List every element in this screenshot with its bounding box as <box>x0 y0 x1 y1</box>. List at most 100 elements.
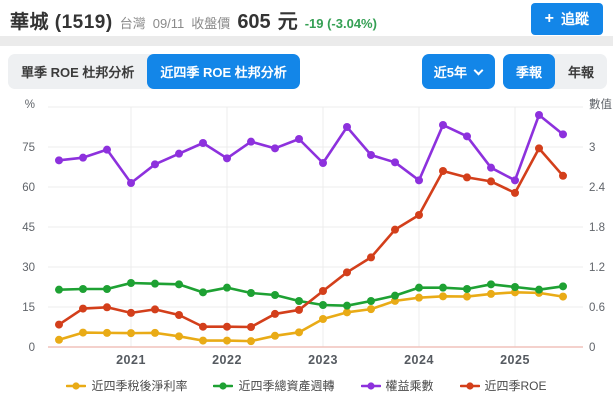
data-point-asset-turnover[interactable] <box>79 285 87 293</box>
data-point-net-margin[interactable] <box>319 315 327 323</box>
data-point-net-margin[interactable] <box>151 328 159 337</box>
data-point-equity-multiplier[interactable] <box>295 135 303 143</box>
data-point-net-margin[interactable] <box>463 292 471 301</box>
data-point-roe[interactable] <box>295 305 303 314</box>
data-point-roe[interactable] <box>391 225 399 234</box>
data-point-roe[interactable] <box>439 167 447 175</box>
data-point-asset-turnover[interactable] <box>223 283 231 292</box>
data-point-asset-turnover[interactable] <box>127 279 135 287</box>
data-point-equity-multiplier[interactable] <box>343 123 351 131</box>
data-point-equity-multiplier[interactable] <box>271 144 279 153</box>
data-point-equity-multiplier[interactable] <box>175 149 183 158</box>
data-point-roe[interactable] <box>79 304 87 313</box>
data-point-roe[interactable] <box>415 211 423 219</box>
data-point-asset-turnover[interactable] <box>199 288 207 297</box>
legend-item-equity-multiplier[interactable]: 權益乘數 <box>360 377 434 394</box>
data-point-net-margin[interactable] <box>415 293 423 302</box>
data-point-roe[interactable] <box>487 177 495 186</box>
data-point-asset-turnover[interactable] <box>463 285 471 293</box>
data-point-asset-turnover[interactable] <box>559 282 567 291</box>
chevron-down-icon <box>473 65 484 75</box>
data-point-asset-turnover[interactable] <box>319 301 327 309</box>
data-point-net-margin[interactable] <box>343 308 351 317</box>
data-point-asset-turnover[interactable] <box>487 280 495 289</box>
data-point-net-margin[interactable] <box>223 336 231 345</box>
data-point-equity-multiplier[interactable] <box>439 121 447 129</box>
data-point-roe[interactable] <box>175 311 183 319</box>
data-point-equity-multiplier[interactable] <box>391 158 399 167</box>
data-point-equity-multiplier[interactable] <box>559 130 567 139</box>
data-point-equity-multiplier[interactable] <box>55 156 63 165</box>
data-point-equity-multiplier[interactable] <box>415 176 423 185</box>
legend-item-net-margin[interactable]: 近四季稅後淨利率 <box>66 377 187 394</box>
data-point-asset-turnover[interactable] <box>103 285 111 293</box>
x-axis-year-label: 2024 <box>404 353 434 367</box>
data-point-asset-turnover[interactable] <box>535 285 543 294</box>
tab-single-quarter-roe[interactable]: 單季 ROE 杜邦分析 <box>8 54 147 89</box>
data-point-net-margin[interactable] <box>79 328 87 337</box>
legend-item-asset-turnover[interactable]: 近四季總資產週轉 <box>213 377 335 394</box>
data-point-net-margin[interactable] <box>175 332 183 341</box>
data-point-roe[interactable] <box>55 320 63 329</box>
data-point-roe[interactable] <box>535 144 543 153</box>
data-point-net-margin[interactable] <box>127 329 135 338</box>
data-point-asset-turnover[interactable] <box>295 297 303 305</box>
data-point-net-margin[interactable] <box>367 305 375 314</box>
price-change: -19 (-3.04%) <box>304 15 377 31</box>
data-point-roe[interactable] <box>511 188 519 197</box>
follow-button[interactable]: + 追蹤 <box>530 3 603 35</box>
data-point-equity-multiplier[interactable] <box>247 137 255 146</box>
data-point-equity-multiplier[interactable] <box>319 159 327 167</box>
data-point-equity-multiplier[interactable] <box>487 163 495 172</box>
data-point-roe[interactable] <box>151 305 159 314</box>
data-point-equity-multiplier[interactable] <box>223 154 231 163</box>
data-point-net-margin[interactable] <box>559 292 567 301</box>
tab-trailing-four-roe[interactable]: 近四季 ROE 杜邦分析 <box>147 54 300 89</box>
data-point-roe[interactable] <box>367 253 375 262</box>
data-point-roe[interactable] <box>223 322 231 331</box>
stock-summary: 華城 (1519) 台灣 09/11 收盤價 605 元 -19 (-3.04%… <box>10 5 377 34</box>
data-point-asset-turnover[interactable] <box>55 285 63 294</box>
data-point-net-margin[interactable] <box>271 331 279 340</box>
data-point-equity-multiplier[interactable] <box>199 139 207 147</box>
data-point-roe[interactable] <box>127 308 135 317</box>
data-point-roe[interactable] <box>559 171 567 180</box>
data-point-net-margin[interactable] <box>487 289 495 298</box>
data-point-roe[interactable] <box>463 173 471 182</box>
data-point-net-margin[interactable] <box>439 292 447 301</box>
data-point-equity-multiplier[interactable] <box>127 179 135 187</box>
data-point-asset-turnover[interactable] <box>247 289 255 297</box>
data-point-asset-turnover[interactable] <box>511 283 519 291</box>
data-point-asset-turnover[interactable] <box>343 301 351 310</box>
data-point-roe[interactable] <box>199 322 207 331</box>
data-point-equity-multiplier[interactable] <box>463 132 471 141</box>
data-point-equity-multiplier[interactable] <box>535 111 543 119</box>
data-point-equity-multiplier[interactable] <box>367 151 375 159</box>
data-point-net-margin[interactable] <box>247 337 255 346</box>
data-point-equity-multiplier[interactable] <box>79 153 87 162</box>
data-point-asset-turnover[interactable] <box>271 291 279 299</box>
data-point-asset-turnover[interactable] <box>439 283 447 292</box>
data-point-equity-multiplier[interactable] <box>151 160 159 169</box>
data-point-asset-turnover[interactable] <box>367 297 375 305</box>
range-dropdown[interactable]: 近5年 <box>421 54 495 89</box>
data-point-net-margin[interactable] <box>295 328 303 337</box>
data-point-roe[interactable] <box>319 287 327 295</box>
legend-item-roe[interactable]: 近四季ROE <box>459 377 547 394</box>
data-point-net-margin[interactable] <box>103 328 111 337</box>
data-point-roe[interactable] <box>247 323 255 331</box>
data-point-asset-turnover[interactable] <box>415 283 423 292</box>
period-annual-button[interactable]: 年報 <box>555 54 607 89</box>
data-point-asset-turnover[interactable] <box>391 291 399 300</box>
data-point-equity-multiplier[interactable] <box>103 145 111 154</box>
data-point-net-margin[interactable] <box>55 335 63 344</box>
data-point-asset-turnover[interactable] <box>175 280 183 289</box>
period-quarterly-button[interactable]: 季報 <box>502 54 555 89</box>
data-point-roe[interactable] <box>103 303 111 312</box>
data-point-roe[interactable] <box>343 268 351 277</box>
data-point-net-margin[interactable] <box>199 336 207 345</box>
data-point-equity-multiplier[interactable] <box>511 176 519 185</box>
data-point-asset-turnover[interactable] <box>151 279 159 288</box>
x-axis-year-label: 2022 <box>212 353 242 367</box>
data-point-roe[interactable] <box>271 309 279 318</box>
